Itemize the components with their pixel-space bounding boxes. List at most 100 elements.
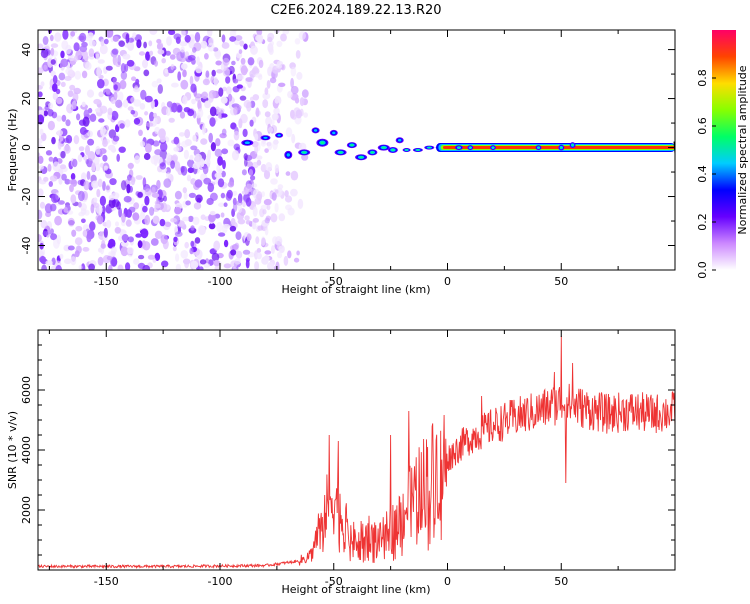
noise-blob xyxy=(179,132,185,137)
noise-blob xyxy=(290,85,299,95)
noise-blob xyxy=(85,145,90,156)
noise-blob xyxy=(188,192,196,198)
noise-blob xyxy=(209,106,217,117)
noise-blob xyxy=(67,245,75,251)
noise-blob xyxy=(88,263,95,270)
noise-blob xyxy=(58,176,63,185)
noise-blob xyxy=(138,254,145,260)
noise-blob xyxy=(254,133,259,141)
noise-blob xyxy=(97,78,105,89)
noise-blob xyxy=(296,250,300,256)
noise-blob xyxy=(211,252,220,262)
noise-blob xyxy=(161,260,169,268)
noise-blob xyxy=(38,234,42,243)
noise-blob xyxy=(82,116,90,127)
noise-blob xyxy=(39,128,44,136)
noise-blob xyxy=(207,182,215,193)
noise-blob xyxy=(215,138,221,147)
noise-blob xyxy=(164,68,169,74)
noise-blob xyxy=(48,156,54,162)
noise-blob xyxy=(151,80,159,88)
noise-blob xyxy=(43,176,49,182)
noise-blob xyxy=(232,190,238,196)
noise-blob xyxy=(173,33,182,40)
noise-blob xyxy=(243,153,248,161)
noise-blob xyxy=(222,86,227,92)
noise-blob xyxy=(187,167,194,174)
noise-blob xyxy=(118,207,122,218)
spectrogram-x-tick-label: 0 xyxy=(444,275,451,288)
noise-blob xyxy=(45,260,53,266)
noise-blob xyxy=(122,99,129,108)
noise-blob xyxy=(50,233,58,241)
noise-blob xyxy=(187,54,196,61)
noise-blob xyxy=(276,187,283,197)
noise-blob xyxy=(220,192,226,199)
noise-blob xyxy=(156,78,162,84)
noise-blob xyxy=(274,236,283,246)
noise-blob xyxy=(194,153,203,163)
noise-blob xyxy=(208,92,214,103)
noise-blob xyxy=(107,107,113,116)
noise-blob xyxy=(60,150,66,159)
noise-blob xyxy=(74,250,80,258)
spectrogram-x-tick-label: -150 xyxy=(94,275,119,288)
noise-blob xyxy=(246,161,253,168)
noise-blob xyxy=(161,58,166,64)
snr-series-line xyxy=(38,335,675,570)
noise-blob xyxy=(273,139,279,145)
noise-blob xyxy=(242,128,248,138)
noise-blob xyxy=(152,140,160,147)
noise-blob xyxy=(120,71,128,80)
noise-blob xyxy=(264,227,269,236)
noise-blob xyxy=(85,61,92,71)
noise-blob xyxy=(184,241,189,249)
noise-blob xyxy=(245,259,250,269)
noise-blob xyxy=(115,99,123,109)
noise-blob xyxy=(303,112,308,118)
noise-blob xyxy=(63,207,68,213)
spectrogram-y-tick-label: -40 xyxy=(20,237,33,255)
noise-blob xyxy=(78,201,82,208)
noise-blob xyxy=(149,30,158,35)
noise-blob xyxy=(218,232,226,237)
noise-blob xyxy=(182,187,187,194)
noise-blob xyxy=(211,69,216,77)
noise-blob xyxy=(210,142,216,152)
noise-blob xyxy=(111,257,118,267)
noise-blob xyxy=(147,254,155,260)
noise-blob xyxy=(284,190,289,198)
noise-blob xyxy=(170,160,176,169)
noise-blob xyxy=(213,240,221,251)
noise-blob xyxy=(87,130,93,138)
noise-blob xyxy=(166,152,171,163)
noise-blob xyxy=(52,83,58,92)
noise-blob xyxy=(214,148,223,158)
noise-blob xyxy=(262,99,269,109)
noise-blob xyxy=(119,79,127,90)
noise-blob xyxy=(73,87,81,95)
noise-blob xyxy=(126,209,132,218)
noise-blob xyxy=(182,216,189,222)
noise-blob xyxy=(299,108,304,117)
noise-blob xyxy=(137,240,143,249)
noise-blob xyxy=(251,67,260,75)
noise-blob xyxy=(198,266,204,270)
noise-blob xyxy=(225,76,231,84)
noise-blob xyxy=(162,239,169,250)
noise-blob xyxy=(259,208,265,218)
noise-blob xyxy=(39,201,46,209)
noise-blob xyxy=(135,175,143,180)
noise-blob xyxy=(47,120,56,131)
noise-blob xyxy=(50,43,59,48)
noise-blob xyxy=(184,129,191,139)
noise-blob xyxy=(133,258,140,265)
noise-blob xyxy=(120,246,129,257)
noise-blob xyxy=(103,227,108,238)
noise-blob xyxy=(65,44,72,55)
noise-blob xyxy=(183,192,188,200)
noise-blob xyxy=(77,154,83,163)
snr-y-tick-label: 2000 xyxy=(20,496,33,524)
noise-blob xyxy=(63,138,70,143)
